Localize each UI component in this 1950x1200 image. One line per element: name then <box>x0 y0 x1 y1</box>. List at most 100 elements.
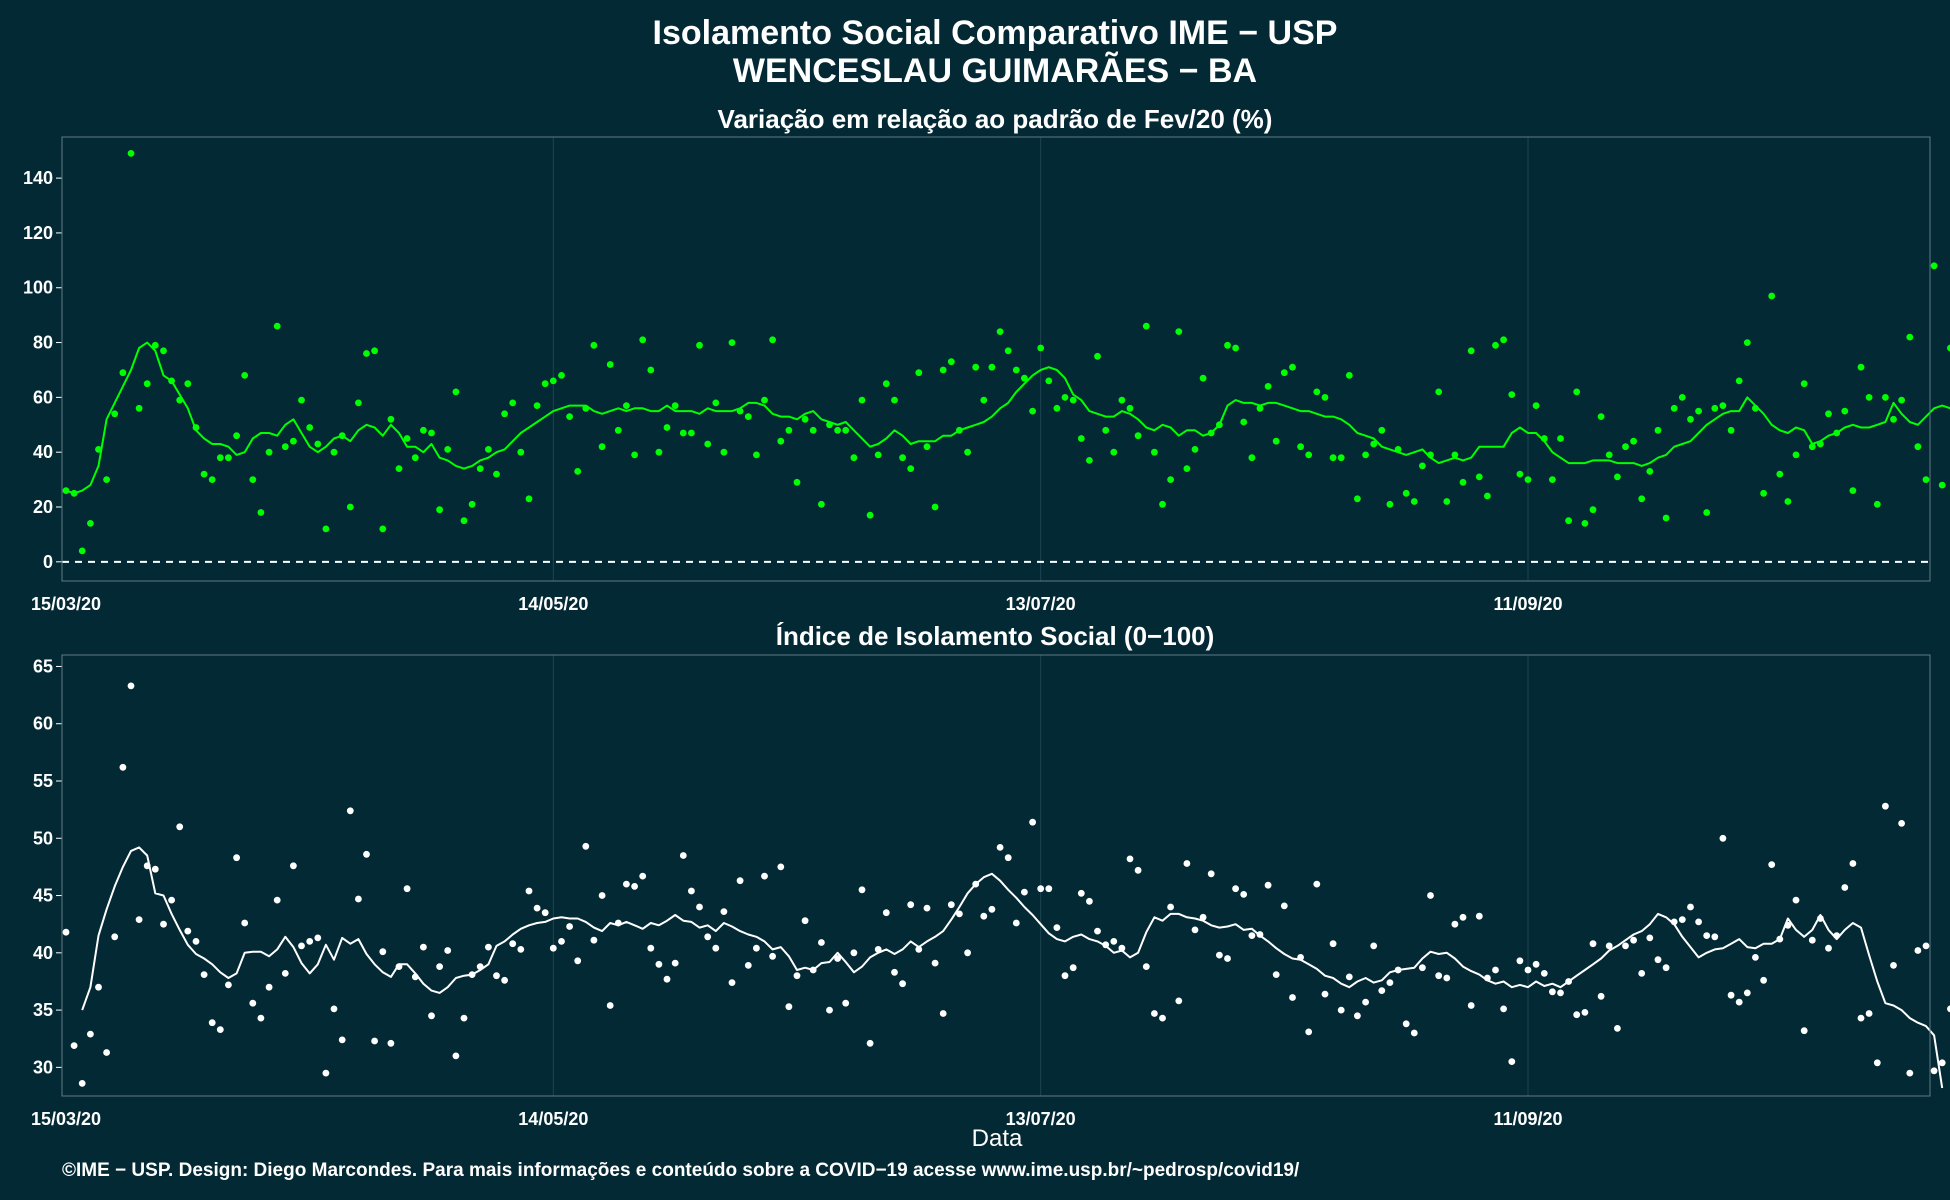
variation-data-point <box>1849 487 1857 494</box>
variation-data-point <box>1086 457 1093 464</box>
panel-index-frame <box>61 654 1931 1097</box>
index-data-point <box>184 927 192 935</box>
variation-data-point <box>1012 366 1020 374</box>
index-data-point <box>355 895 362 903</box>
index-data-point <box>1947 1005 1950 1013</box>
index-data-point <box>1752 954 1759 961</box>
index-data-point <box>468 971 476 978</box>
index-data-point <box>761 872 768 880</box>
variation-data-point <box>1687 415 1694 423</box>
variation-data-point <box>192 424 200 431</box>
index-data-point <box>1321 990 1329 998</box>
variation-data-point <box>671 402 679 409</box>
variation-data-point <box>1857 363 1865 371</box>
panel-index-grid <box>552 655 1529 1096</box>
index-data-point <box>582 842 590 850</box>
index-data-point <box>753 944 760 952</box>
variation-data-point <box>420 426 427 434</box>
index-data-point <box>1800 1027 1808 1035</box>
variation-data-point <box>907 465 915 472</box>
variation-data-point <box>720 448 728 456</box>
index-moving-average-line <box>81 846 1944 1089</box>
variation-data-point <box>1484 492 1491 500</box>
index-data-point <box>834 955 841 962</box>
variation-data-point <box>444 446 452 453</box>
variation-data-point <box>1370 440 1378 448</box>
variation-data-point <box>1711 404 1719 412</box>
variation-data-point <box>160 347 167 355</box>
variation-data-point <box>777 437 785 445</box>
index-data-point <box>1199 913 1207 921</box>
index-data-point <box>281 970 289 977</box>
panel-index-title: Índice de Isolamento Social (0−100) <box>776 621 1215 651</box>
variation-data-point <box>1224 341 1231 349</box>
variation-data-point <box>1752 404 1759 412</box>
variation-data-point <box>1378 426 1386 434</box>
variation-data-point <box>1467 347 1475 355</box>
variation-data-point <box>1435 388 1443 396</box>
variation-data-point <box>1938 481 1946 489</box>
variation-data-point <box>62 487 70 494</box>
index-data-point <box>1849 860 1857 867</box>
index-data-point <box>696 903 703 911</box>
variation-data-point <box>679 429 687 437</box>
variation-data-point <box>338 432 346 440</box>
index-data-point <box>1289 994 1296 1001</box>
index-data-point <box>225 981 232 989</box>
index-data-point <box>1037 885 1045 893</box>
y-tick-label: 80 <box>33 333 53 353</box>
index-data-point <box>1841 884 1849 891</box>
panel-variation-points <box>62 150 1950 555</box>
index-data-point <box>956 910 963 918</box>
variation-data-point <box>1776 470 1784 478</box>
variation-data-point <box>1272 437 1280 445</box>
variation-data-point <box>452 388 460 396</box>
variation-data-point <box>785 426 793 434</box>
y-tick-label: 60 <box>33 387 53 407</box>
variation-data-point <box>623 402 630 409</box>
variation-data-point <box>1045 377 1053 385</box>
variation-data-point <box>371 347 378 355</box>
variation-data-point <box>249 476 257 483</box>
index-data-point <box>1435 972 1443 980</box>
variation-data-point <box>1947 344 1950 352</box>
index-data-point <box>1768 861 1776 868</box>
variation-data-point <box>923 443 931 451</box>
index-data-point <box>371 1037 378 1045</box>
index-data-point <box>1297 954 1304 961</box>
index-data-point <box>1077 889 1085 897</box>
variation-data-point <box>1191 446 1199 453</box>
variation-data-point <box>761 396 768 404</box>
variation-data-point <box>176 396 184 404</box>
variation-data-point <box>257 509 265 516</box>
index-data-point <box>1508 1058 1516 1065</box>
variation-data-point <box>1240 418 1248 426</box>
variation-data-point <box>411 454 419 462</box>
index-data-point <box>1256 931 1264 938</box>
index-data-point <box>1825 944 1832 952</box>
index-data-point <box>168 896 176 904</box>
index-data-point <box>899 980 906 988</box>
x-tick-label: 15/03/20 <box>31 594 101 614</box>
variation-data-point <box>631 451 638 459</box>
index-data-point <box>1922 942 1930 950</box>
index-data-point <box>1467 1002 1475 1009</box>
variation-data-point <box>1037 344 1045 352</box>
index-data-point <box>882 909 890 917</box>
variation-data-point <box>1305 451 1313 459</box>
variation-data-point <box>1768 292 1776 300</box>
variation-data-point <box>1792 451 1800 459</box>
index-data-point <box>1882 802 1889 810</box>
index-data-point <box>1662 964 1670 972</box>
variation-data-point <box>78 547 86 555</box>
variation-data-point <box>1565 517 1572 525</box>
index-data-point <box>639 872 647 880</box>
index-data-point <box>1354 1012 1361 1020</box>
variation-data-point <box>1622 443 1629 451</box>
variation-data-point <box>1898 396 1905 404</box>
index-data-point <box>1581 1009 1589 1016</box>
variation-data-point <box>1419 462 1426 470</box>
variation-data-point <box>1833 429 1841 437</box>
variation-data-point <box>298 396 305 404</box>
